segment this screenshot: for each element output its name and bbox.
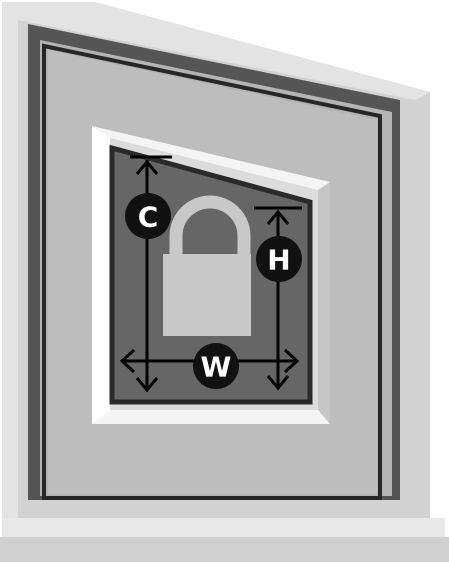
- window-sill: [0, 518, 449, 562]
- marker-w-label: W: [201, 351, 232, 384]
- marker-c: C: [125, 193, 171, 239]
- marker-h: H: [256, 236, 302, 282]
- marker-w: W: [193, 343, 239, 389]
- padlock-icon: [163, 195, 251, 336]
- marker-h-label: H: [267, 244, 290, 277]
- marker-c-label: C: [138, 201, 159, 234]
